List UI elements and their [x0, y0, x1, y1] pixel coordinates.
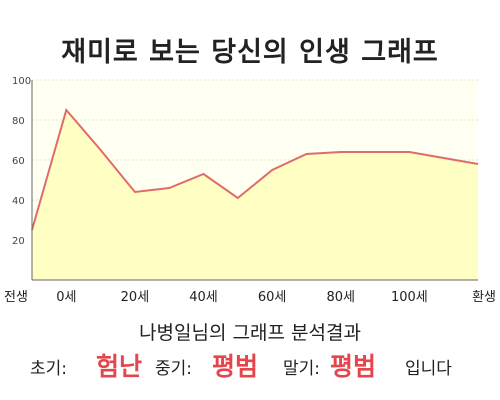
early-value: 험난	[96, 352, 143, 381]
x-tick-label: 20세	[121, 290, 150, 305]
analysis-subtitle: 나병일님의 그래프 분석결과	[139, 322, 361, 344]
y-tick-label: 80	[12, 116, 25, 127]
analysis-result: 초기: 험난 중기: 평범 말기: 평범 입니다	[0, 344, 500, 381]
x-tick-label: 0세	[56, 290, 76, 305]
y-tick-label: 100	[12, 76, 31, 87]
y-tick-labels: 20 40 60 80 100	[12, 76, 31, 247]
page-title: 재미로 보는 당신의 인생 그래프	[61, 37, 439, 68]
y-tick-label: 60	[12, 156, 25, 167]
y-tick-label: 20	[12, 236, 25, 247]
x-tick-label: 100세	[391, 290, 428, 305]
y-tick-label: 40	[12, 196, 25, 207]
result-suffix: 입니다	[405, 359, 452, 379]
late-value: 평범	[330, 352, 377, 381]
x-tick-label: 환생	[472, 290, 496, 305]
x-tick-labels: 전생 0세 20세 40세 60세 80세 100세 환생	[4, 290, 496, 305]
series-line	[31, 107, 479, 231]
x-tick-label: 전생	[4, 290, 28, 305]
early-label: 초기:	[30, 359, 68, 379]
x-tick-label: 40세	[189, 290, 218, 305]
late-label: 말기:	[283, 359, 321, 379]
mid-label: 중기:	[155, 359, 193, 379]
x-tick-label: 80세	[327, 290, 356, 305]
mid-value: 평범	[212, 352, 259, 381]
x-tick-label: 60세	[258, 290, 287, 305]
